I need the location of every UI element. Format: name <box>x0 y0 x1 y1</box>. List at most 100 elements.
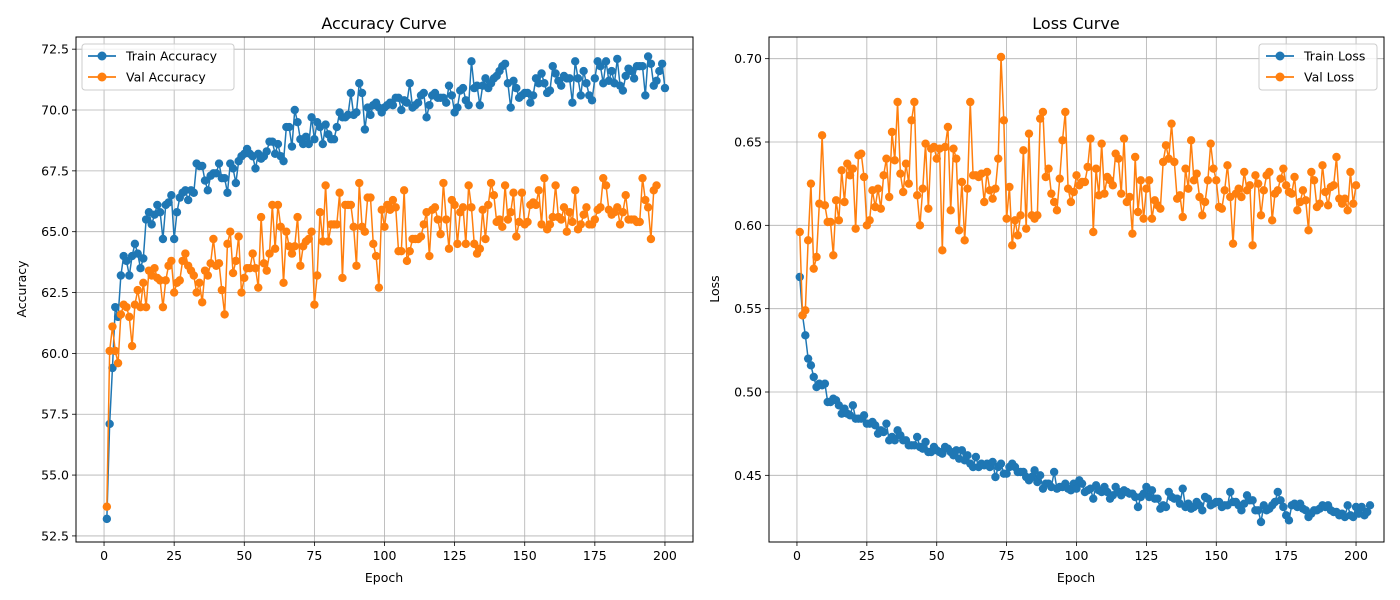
data-point <box>1128 229 1137 238</box>
data-point <box>442 98 451 107</box>
data-point <box>352 261 361 270</box>
data-point <box>829 251 838 260</box>
data-point <box>803 236 813 245</box>
data-point <box>635 217 644 227</box>
data-point <box>290 105 299 115</box>
data-point <box>876 204 886 213</box>
data-point <box>1212 176 1221 185</box>
data-point <box>335 188 344 197</box>
data-point <box>1080 177 1090 187</box>
data-point <box>988 194 997 203</box>
data-point <box>391 203 400 212</box>
data-point <box>1329 181 1338 190</box>
data-point <box>102 502 112 511</box>
data-point <box>618 208 628 217</box>
legend-box <box>81 43 235 91</box>
y-tick-label: 0.45 <box>734 468 762 483</box>
data-point <box>506 103 515 112</box>
data-point <box>568 98 577 107</box>
data-point <box>489 190 499 200</box>
data-point <box>559 203 569 212</box>
data-point <box>882 419 891 428</box>
data-point <box>430 203 440 212</box>
data-point <box>1307 167 1316 177</box>
data-point <box>183 195 193 205</box>
data-point <box>318 139 327 149</box>
data-point <box>996 459 1006 468</box>
data-point <box>1016 211 1025 220</box>
data-point <box>579 210 588 219</box>
data-point <box>1083 162 1092 172</box>
x-tick-label: 125 <box>1134 548 1158 563</box>
data-point <box>531 200 541 210</box>
data-point <box>966 97 975 107</box>
data-point <box>607 66 616 76</box>
data-point <box>279 278 288 288</box>
data-point <box>223 239 232 249</box>
data-point <box>127 341 137 351</box>
data-point <box>1284 516 1294 525</box>
data-point <box>453 239 462 249</box>
data-point <box>596 61 605 71</box>
data-point <box>1119 134 1129 143</box>
data-point <box>158 234 168 244</box>
data-point <box>231 178 241 188</box>
data-point <box>192 288 201 297</box>
data-point <box>425 251 434 261</box>
data-point <box>158 302 168 312</box>
data-point <box>590 215 600 224</box>
data-point <box>982 167 992 177</box>
data-point <box>859 172 869 182</box>
data-point <box>938 449 947 458</box>
data-point <box>141 302 151 312</box>
data-point <box>1254 506 1263 515</box>
data-point <box>1349 199 1358 208</box>
data-point <box>1147 486 1157 495</box>
data-point <box>1223 161 1232 170</box>
data-point <box>436 229 445 239</box>
y-tick-label: 55.0 <box>41 468 69 483</box>
data-point <box>1117 189 1126 198</box>
data-point <box>1021 224 1031 233</box>
data-point <box>450 200 459 210</box>
data-point <box>442 215 451 224</box>
data-point <box>896 169 905 178</box>
data-point <box>540 79 549 88</box>
data-point <box>413 98 423 107</box>
data-point <box>1318 161 1327 170</box>
data-point <box>994 154 1003 163</box>
data-point <box>859 411 869 420</box>
data-point <box>1097 139 1106 148</box>
data-point <box>1027 472 1036 482</box>
data-point <box>571 186 580 195</box>
data-point <box>1066 197 1076 207</box>
data-point <box>596 203 605 212</box>
chart-title: Loss Curve <box>1032 14 1119 33</box>
data-point <box>1209 164 1218 173</box>
data-point <box>369 239 378 249</box>
data-point <box>130 239 140 249</box>
data-point <box>963 451 972 460</box>
data-point <box>175 276 184 285</box>
legend-label-train: Train Loss <box>1303 49 1365 64</box>
data-point <box>399 186 409 195</box>
data-point <box>1332 152 1341 162</box>
data-point <box>321 181 330 190</box>
data-point <box>957 446 967 455</box>
x-tick-label: 200 <box>653 548 677 563</box>
data-point <box>879 171 888 180</box>
data-point <box>643 52 653 61</box>
data-point <box>228 268 238 278</box>
series-layer <box>102 52 670 524</box>
data-point <box>857 149 866 158</box>
data-point <box>290 242 299 251</box>
data-point <box>240 273 249 283</box>
x-axis-ticks: 0 25 50 75 100 125 150 175 200 <box>100 542 677 563</box>
data-point <box>910 97 919 107</box>
data-point <box>817 131 827 140</box>
data-point <box>307 227 316 236</box>
data-point <box>1189 176 1199 185</box>
data-point <box>198 298 207 307</box>
data-point <box>890 156 899 165</box>
legend-label-train: Train Accuracy <box>125 49 218 64</box>
